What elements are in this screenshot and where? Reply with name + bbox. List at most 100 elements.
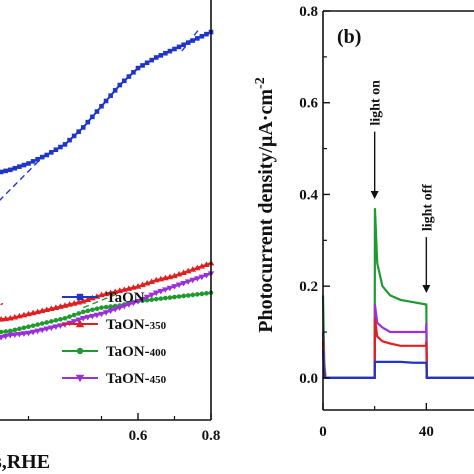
data-point: [17, 164, 22, 169]
data-point: [139, 281, 146, 288]
data-point: [148, 278, 155, 284]
data-point: [12, 165, 18, 171]
data-point: [67, 314, 72, 319]
data-point: [26, 161, 31, 166]
data-point: [171, 284, 178, 290]
legend-item: TaON: [62, 290, 145, 306]
data-point: [116, 305, 124, 311]
data-point: [80, 309, 86, 315]
data-point: [166, 285, 174, 292]
data-point: [158, 53, 164, 58]
data-point: [71, 133, 77, 139]
data-point: [98, 311, 105, 318]
series-taon-400: [321, 208, 474, 379]
tangent-line: [0, 152, 48, 201]
data-point: [85, 308, 91, 314]
data-point: [89, 313, 96, 320]
data-point: [62, 315, 68, 321]
data-point: [62, 142, 68, 147]
data-point: [80, 125, 86, 130]
data-point: [39, 321, 45, 326]
data-point: [180, 280, 187, 287]
y-tick-label: 0.6: [299, 96, 318, 112]
data-point: [53, 318, 59, 323]
data-point: [144, 60, 150, 66]
data-point: [140, 63, 145, 68]
data-point: [153, 296, 159, 302]
data-point: [79, 297, 87, 304]
data-point: [38, 327, 46, 334]
data-point: [103, 304, 109, 310]
data-point: [194, 264, 201, 271]
data-point: [76, 311, 81, 316]
data-point: [171, 272, 178, 279]
data-point: [90, 307, 95, 313]
data-point: [2, 333, 9, 340]
x-tick-label: 0.6: [129, 428, 148, 444]
data-point: [34, 328, 41, 335]
data-point: [199, 291, 205, 297]
data-point: [175, 270, 183, 277]
data-point: [184, 267, 192, 274]
data-point: [126, 74, 132, 79]
data-point: [194, 276, 201, 282]
data-point: [2, 315, 9, 322]
data-point: [180, 269, 187, 275]
data-point: [181, 293, 186, 299]
data-point: [185, 293, 191, 298]
data-point: [71, 312, 77, 318]
data-point: [26, 324, 31, 330]
legend-label-main: TaON-: [106, 371, 150, 387]
data-point: [163, 50, 168, 56]
data-point: [163, 295, 168, 301]
data-point: [52, 324, 60, 331]
data-point: [76, 129, 81, 134]
legend-label-main: TaON-: [106, 317, 150, 333]
legend-label: TaON-450: [106, 371, 167, 387]
data-point: [49, 150, 54, 155]
data-point: [190, 38, 196, 43]
y-axis-label-sup: -2: [253, 77, 268, 89]
y-tick-label: 0.4: [299, 187, 318, 203]
data-point: [199, 33, 205, 39]
data-point: [130, 300, 137, 307]
data-point: [172, 46, 177, 52]
data-point: [198, 274, 206, 281]
legend-label-sub: 350: [150, 320, 167, 332]
data-point: [172, 294, 177, 300]
y-tick-label: 0.8: [299, 4, 318, 20]
tangent-line: [82, 292, 121, 309]
data-point: [94, 306, 100, 312]
panel-a: 0.60.8 s,RHE TaONTaON-350TaON-400TaON-45…: [0, 0, 220, 473]
data-point: [21, 325, 27, 331]
x-tick-label: 0: [319, 424, 327, 440]
data-point: [94, 109, 100, 114]
data-point: [0, 335, 5, 341]
data-point: [195, 292, 200, 297]
data-point: [11, 332, 19, 338]
annotation-arrow-head: [370, 191, 379, 200]
tangent-lines: [0, 27, 201, 309]
data-point: [153, 55, 159, 60]
data-point: [21, 162, 27, 168]
data-point: [184, 279, 192, 285]
annotation: light off: [420, 184, 435, 294]
legend-label-main: TaON-: [106, 344, 150, 360]
panel-b: 0.0 0.2 0.4 0.6 0.8 0 40 (b) Photocurrent dens…: [253, 4, 474, 440]
data-point: [58, 317, 63, 322]
data-point: [195, 36, 200, 41]
data-point: [167, 295, 173, 300]
data-point: [190, 292, 196, 298]
data-point: [189, 266, 197, 272]
annotation-label: light off: [420, 184, 435, 231]
data-point: [149, 57, 154, 63]
data-point: [135, 65, 141, 71]
data-point: [44, 152, 50, 158]
data-point: [20, 331, 28, 337]
data-point: [125, 302, 133, 308]
data-point: [16, 331, 23, 338]
data-point: [139, 296, 146, 303]
series-taon-350: [321, 318, 474, 379]
data-point: [108, 304, 113, 309]
